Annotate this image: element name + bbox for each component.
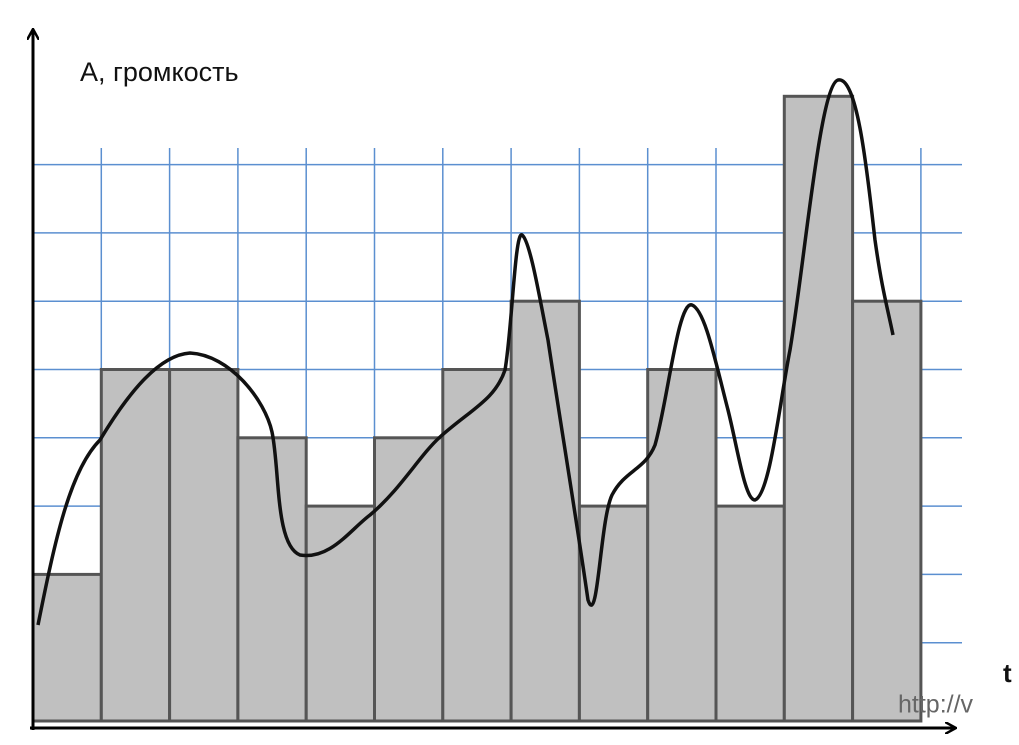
bar — [168, 368, 240, 723]
bar — [509, 299, 581, 723]
bar — [373, 436, 445, 723]
signal-curve — [36, 78, 895, 626]
bar — [714, 504, 786, 723]
bar — [646, 368, 718, 723]
bar — [236, 436, 308, 723]
bar — [782, 94, 855, 723]
x-axis-label: t — [1003, 658, 1012, 688]
bar — [304, 504, 377, 723]
y-axis-label: А, громкость — [80, 57, 239, 87]
bar — [577, 504, 650, 723]
watermark: http://v — [898, 691, 974, 719]
bar — [851, 299, 923, 723]
bar — [441, 368, 513, 723]
